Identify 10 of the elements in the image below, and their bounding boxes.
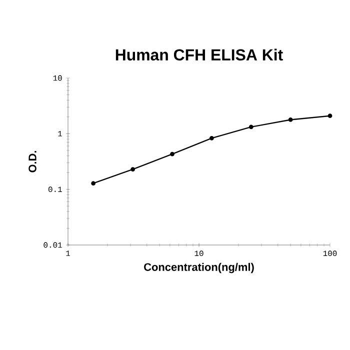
point: [210, 136, 214, 140]
chart-title: Human CFH ELISA Kit: [116, 48, 283, 61]
point: [130, 167, 136, 172]
x-axis-title: Concentration(ng/ml): [144, 262, 254, 274]
point: [288, 118, 293, 122]
point: [248, 124, 254, 130]
point: [91, 181, 96, 186]
point: [170, 152, 174, 156]
y-axis-title: O.D.: [28, 151, 36, 172]
point: [328, 114, 332, 118]
